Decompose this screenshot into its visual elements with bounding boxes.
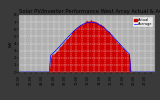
Y-axis label: kW: kW (9, 40, 13, 47)
Legend: Actual, Average: Actual, Average (133, 17, 153, 27)
Text: Solar PV/Inverter Performance West Array Actual & Average Power Output: Solar PV/Inverter Performance West Array… (19, 9, 160, 14)
